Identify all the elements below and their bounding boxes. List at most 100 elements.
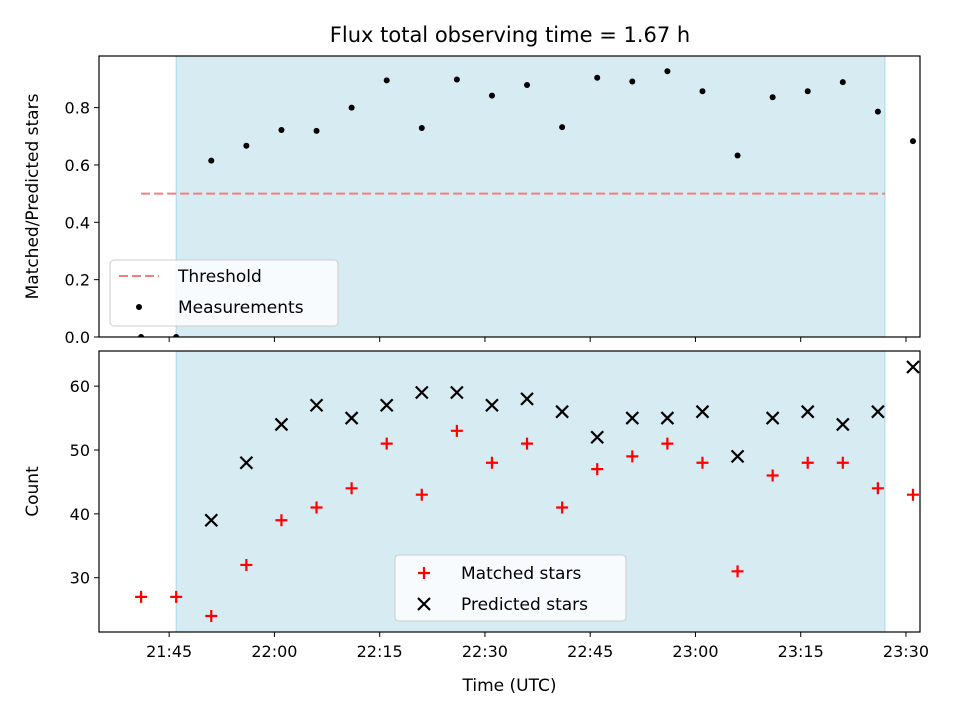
legend-box [394,554,627,622]
measurement-point [804,88,811,95]
matched-star-point [521,437,534,450]
x-tick-label: 22:15 [357,642,403,661]
predicted-star-point [871,404,885,419]
predicted-star-point [274,417,289,432]
y-axis-label: Matched/Predicted stars [23,93,43,299]
measurement-point [243,142,250,149]
legend-bottom: Matched stars Predicted stars [394,554,627,622]
measurement-point [734,152,741,159]
matched-star-point [556,501,569,514]
measurement-point [594,74,601,81]
predicted-star-point [906,360,920,374]
x-tick-label: 22:30 [462,642,508,661]
predicted-star-point [625,411,640,425]
measurement-point [173,334,180,337]
markers-group [135,360,920,623]
legend-threshold-label: Threshold [177,267,262,287]
legend-matched-label: Matched stars [461,564,581,584]
legend-measurement-label: Measurements [178,298,304,318]
measurement-point [699,88,706,95]
predicted-star-point [520,392,534,406]
matched-star-point [135,590,148,603]
matched-star-point [205,610,218,623]
measurement-point [664,68,671,75]
legend-measurement-swatch [136,304,142,310]
y-tick-label: 30 [70,569,90,588]
top-panel: 0.0 0.2 0.4 0.6 0.8 Matched/Predicted stars Th… [23,55,921,347]
predicted-star-point [660,411,675,425]
matched-star-point [275,514,288,527]
legend-matched-swatch [418,567,430,579]
matched-star-point [170,590,183,603]
predicted-star-point [204,513,219,528]
measurement-point [629,78,636,85]
legend-box [109,259,339,327]
y-tick-label: 40 [70,505,90,524]
measurement-point [348,104,355,111]
y-tick-label: 60 [70,377,90,396]
measurement-point [278,126,285,133]
measurement-point [383,77,390,84]
measurement-point [453,76,460,83]
predicted-star-point [730,449,745,464]
matched-star-point [345,482,358,495]
axes-frame [98,350,921,633]
y-tick-label: 0.0 [65,328,90,347]
x-tick-label: 23:00 [672,642,718,661]
y-tick-label: 0.8 [65,99,90,118]
matched-star-point [731,565,744,578]
matched-star-point [801,456,814,469]
markers-group [138,68,916,337]
matched-star-point [485,456,498,469]
matched-star-point [626,450,639,463]
matched-star-point [696,456,709,469]
matched-star-point [415,488,428,501]
measurement-point [559,124,566,131]
y-axis-label: Count [23,466,43,517]
matched-star-point [380,437,393,450]
measurement-point [138,334,145,337]
y-tick-label: 50 [70,441,90,460]
measurement-point [874,108,881,115]
predicted-star-point [344,411,359,425]
predicted-star-point [379,398,394,413]
matched-star-point [240,558,253,571]
measurement-point [769,94,776,101]
axes-frame [98,55,921,338]
matched-star-point [310,501,323,514]
matched-star-point [661,437,674,450]
predicted-star-point [836,417,850,432]
measurement-point [488,92,495,99]
x-tick-label: 21:45 [146,642,192,661]
chart-title: Flux total observing time = 1.67 h [330,23,690,47]
matched-star-point [836,456,849,469]
matched-star-point [766,469,779,482]
x-axis-label: Time (UTC) [462,676,557,696]
x-tick-label: 22:00 [251,642,297,661]
legend-predicted-swatch [417,597,431,611]
predicted-star-point [800,404,815,419]
measurement-point [313,127,320,134]
predicted-star-point [695,404,710,419]
predicted-star-point [765,411,780,425]
bottom-panel: 30 40 50 60 21:45 22:00 22:15 22:30 22:45 23:00 23… [23,350,929,696]
predicted-star-point [485,398,499,413]
predicted-star-point [450,385,464,400]
predicted-star-point [555,404,569,419]
measurement-point [839,79,846,86]
measurement-point [418,124,425,131]
x-tick-label: 23:15 [778,642,824,661]
matched-star-point [871,482,884,495]
measurement-point [208,157,215,164]
legend-top: Threshold Measurements [109,259,339,327]
matched-star-point [906,488,919,501]
x-tick-label: 23:30 [883,642,929,661]
matched-star-point [591,463,604,476]
matched-star-point [450,424,463,437]
x-tick-label: 22:45 [567,642,613,661]
predicted-star-point [415,385,429,400]
predicted-star-point [309,398,324,413]
legend-predicted-label: Predicted stars [461,595,588,615]
predicted-star-point [239,455,254,470]
